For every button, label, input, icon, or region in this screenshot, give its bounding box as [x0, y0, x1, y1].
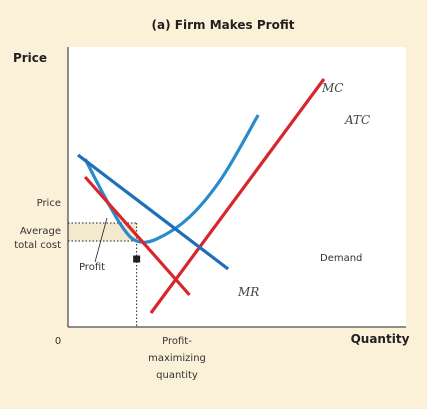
equilibrium-point [133, 255, 141, 263]
quantity-tick-label-line1: Profit- [162, 336, 192, 347]
demand-curve-label: Demand [320, 253, 362, 264]
profit-pointer [94, 217, 108, 263]
atc-curve-label: ATC [344, 113, 370, 127]
profit-area [68, 223, 137, 241]
profit-area-layer [68, 223, 137, 241]
mr-curve-label: MR [237, 285, 259, 299]
plot-area [68, 47, 406, 327]
points-layer [133, 255, 141, 263]
x-axis-title: Quantity [351, 332, 410, 346]
curve-mr [83, 175, 191, 297]
curve-demand [77, 153, 230, 271]
atc-tick-label-line1: Average [20, 226, 61, 237]
quantity-tick-label-line3: quantity [156, 370, 198, 381]
curve-mc [149, 78, 326, 314]
price-tick-label: Price [37, 198, 61, 209]
curves-layer [77, 78, 326, 314]
chart-title: (a) Firm Makes Profit [152, 18, 295, 32]
y-axis-title: Price [13, 51, 47, 65]
profit-label: Profit [79, 262, 105, 273]
mc-curve-label: MC [321, 81, 343, 95]
atc-tick-label-line2: total cost [14, 240, 61, 251]
origin-label: 0 [55, 336, 61, 347]
quantity-tick-label-line2: maximizing [148, 353, 206, 364]
